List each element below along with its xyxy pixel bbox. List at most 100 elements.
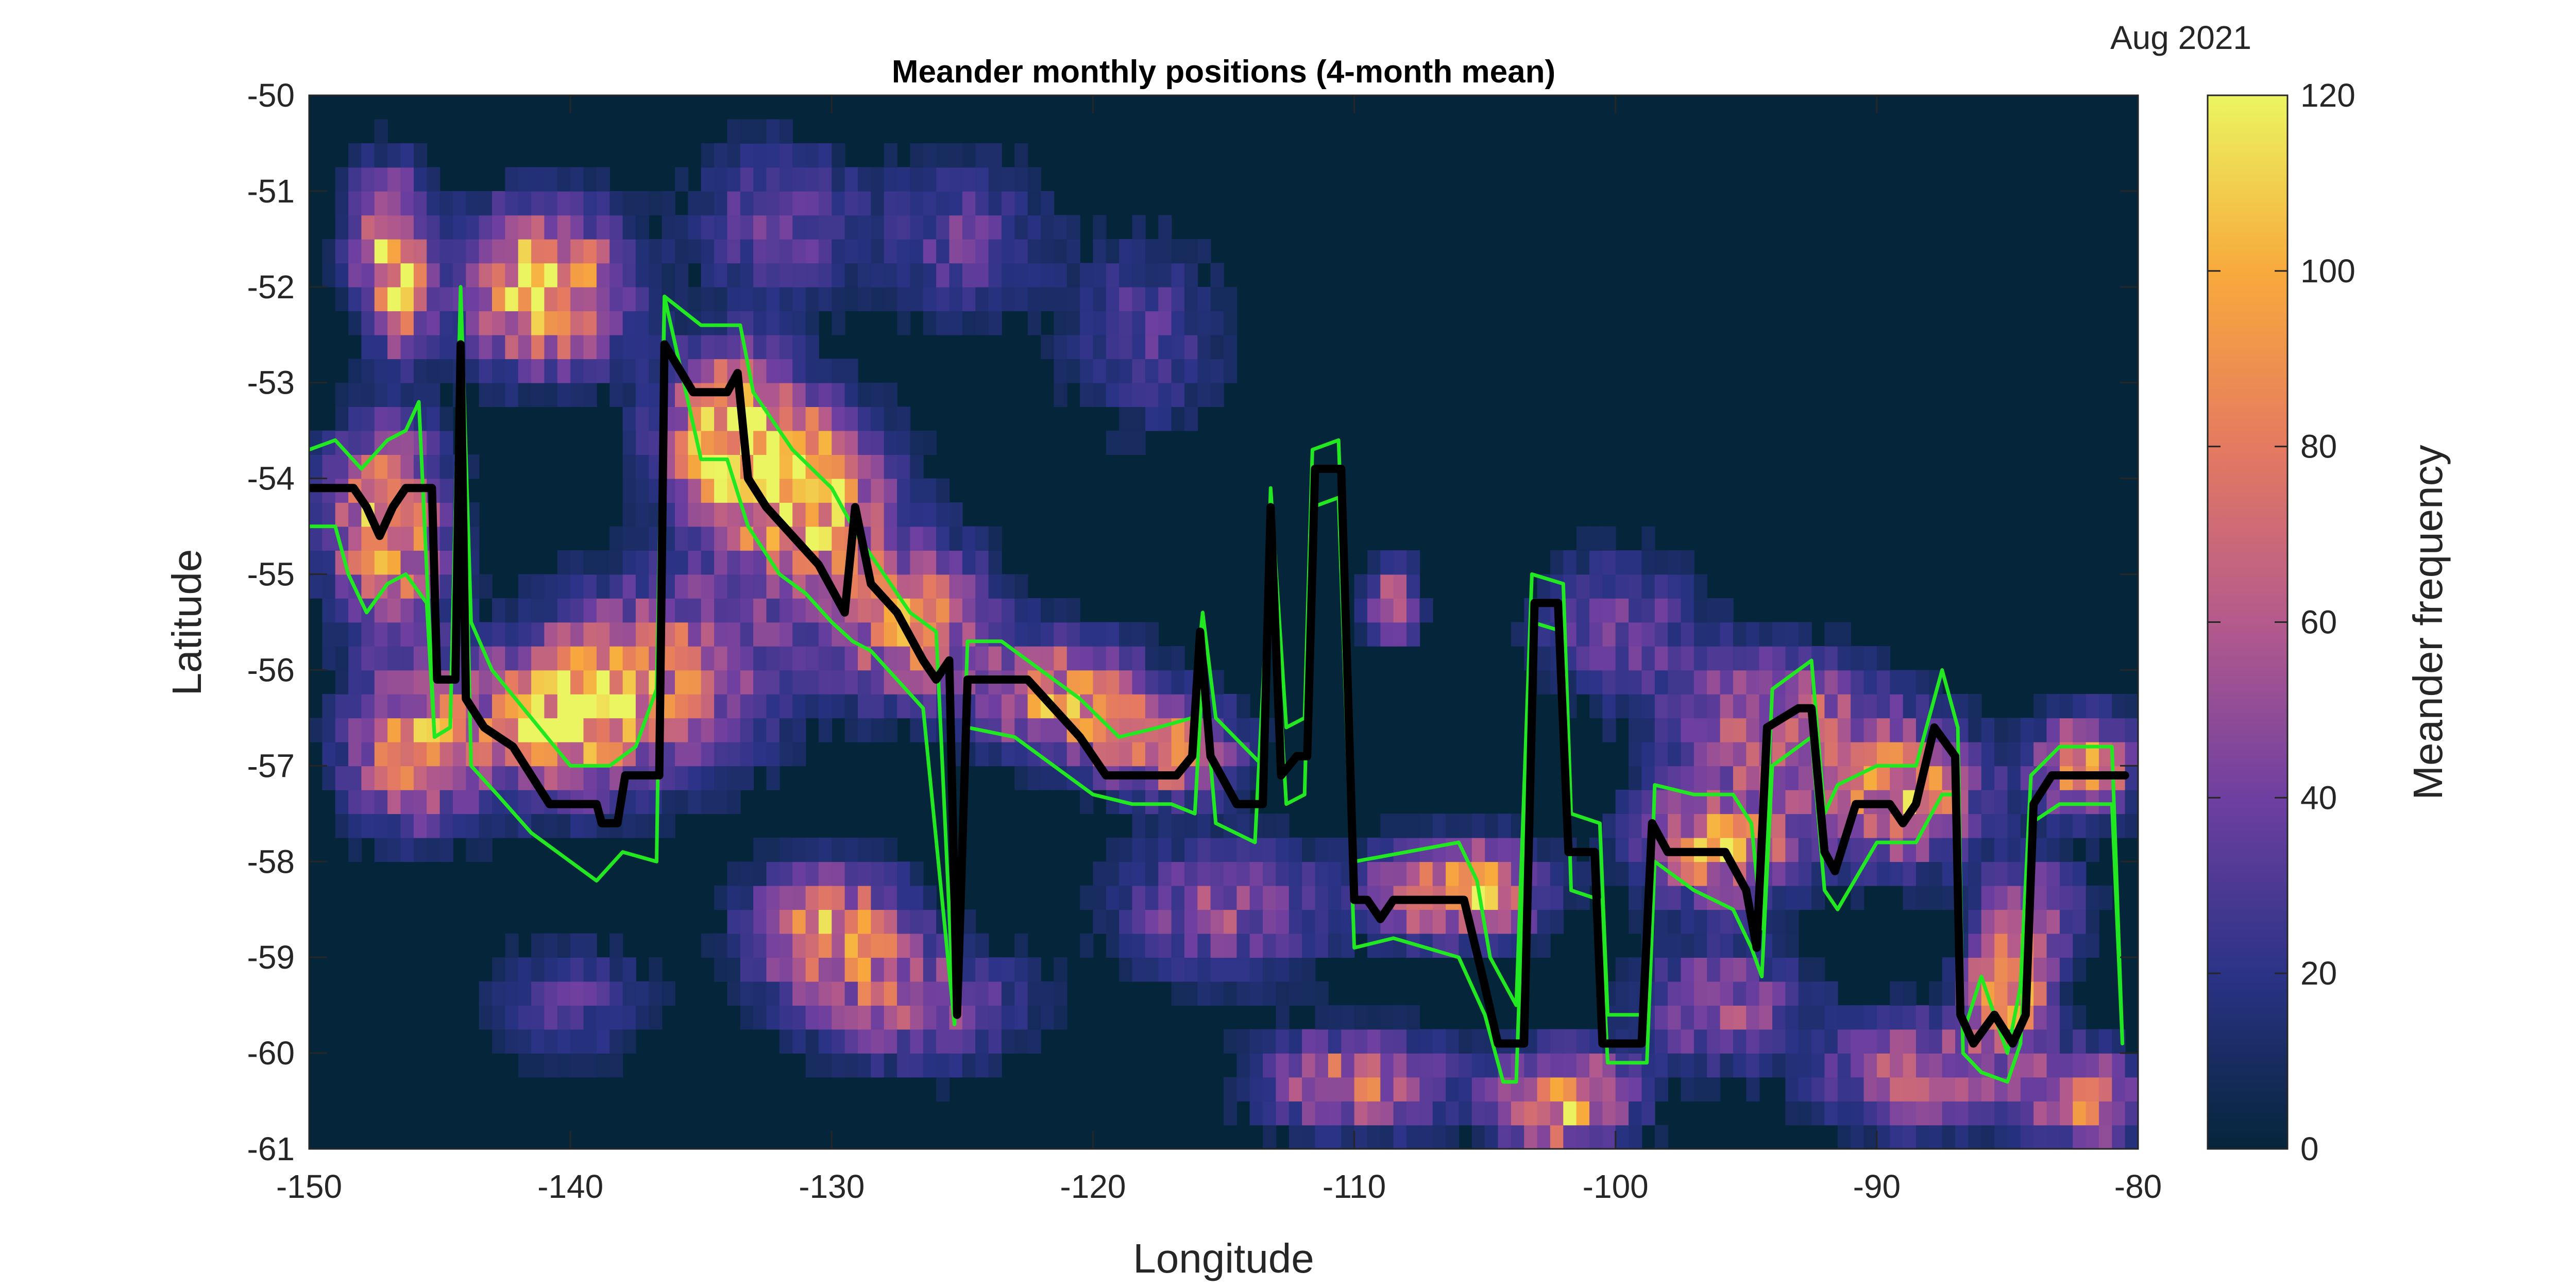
heatmap-cell — [2112, 718, 2126, 742]
heatmap-cell — [740, 550, 754, 575]
heatmap-cell — [1093, 622, 1107, 647]
heatmap-cell — [557, 766, 571, 790]
heatmap-cell — [570, 215, 584, 240]
heatmap-cell — [622, 981, 636, 1006]
heatmap-cell — [1942, 1125, 1956, 1149]
heatmap-cell — [1485, 814, 1499, 838]
heatmap-cell — [1955, 1101, 1969, 1126]
heatmap-cell — [818, 957, 833, 982]
heatmap-cell — [1994, 766, 2008, 790]
heatmap-cell — [1968, 693, 1982, 719]
heatmap-cell — [531, 622, 545, 647]
heatmap-cell — [1929, 1005, 1943, 1030]
heatmap-cell — [1014, 766, 1028, 790]
heatmap-cell — [818, 909, 833, 934]
heatmap-cell — [1876, 646, 1891, 671]
heatmap-cell — [910, 191, 924, 216]
heatmap-cell — [766, 478, 780, 503]
heatmap-cell — [792, 478, 806, 503]
heatmap-cell — [923, 502, 937, 527]
heatmap-cell — [1994, 933, 2008, 958]
heatmap-cell — [1733, 766, 1747, 790]
heatmap-cell — [1994, 1053, 2008, 1078]
y-tick-label: -56 — [247, 651, 295, 688]
heatmap-cell — [1550, 1029, 1564, 1054]
heatmap-cell — [1302, 981, 1316, 1006]
heatmap-cell — [335, 215, 349, 240]
heatmap-cell — [1746, 981, 1760, 1006]
heatmap-cell — [1276, 861, 1290, 886]
heatmap-cell — [2033, 885, 2047, 910]
heatmap-cell — [413, 693, 428, 719]
heatmap-cell — [427, 789, 440, 815]
heatmap-cell — [1693, 670, 1708, 694]
heatmap-cell — [832, 646, 845, 671]
heatmap-cell — [701, 766, 715, 790]
heatmap-cell — [1249, 1101, 1263, 1126]
heatmap-cell — [832, 933, 845, 958]
heatmap-cell — [1080, 359, 1094, 383]
heatmap-cell — [439, 239, 453, 264]
heatmap-cell — [1236, 693, 1250, 719]
heatmap-cell — [348, 215, 362, 240]
heatmap-cell — [1158, 837, 1172, 862]
heatmap-cell — [361, 263, 375, 287]
heatmap-cell — [1629, 1125, 1642, 1149]
heatmap-cell — [871, 1029, 885, 1054]
heatmap-cell — [962, 526, 976, 551]
heatmap-cell — [1119, 837, 1133, 862]
heatmap-cell — [1485, 885, 1499, 910]
heatmap-cell — [1720, 957, 1734, 982]
heatmap-cell — [1367, 1125, 1381, 1149]
heatmap-cell — [2098, 693, 2113, 719]
heatmap-cell — [936, 1053, 950, 1078]
heatmap-cell — [649, 286, 663, 312]
heatmap-cell — [949, 143, 963, 168]
heatmap-cell — [1981, 1101, 1995, 1126]
heatmap-cell — [1707, 693, 1721, 719]
heatmap-cell — [714, 526, 728, 551]
heatmap-cell — [1654, 957, 1668, 982]
heatmap-cell — [1380, 622, 1394, 647]
heatmap-cell — [1929, 1077, 1943, 1101]
heatmap-cell — [1406, 1053, 1420, 1078]
heatmap-cell — [805, 693, 819, 719]
heatmap-cell — [949, 239, 963, 264]
heatmap-cell — [740, 286, 754, 312]
heatmap-cell — [727, 909, 741, 934]
heatmap-cell — [1236, 957, 1250, 982]
heatmap-cell — [1106, 670, 1120, 694]
heatmap-cell — [1393, 1125, 1407, 1149]
heatmap-cell — [1903, 718, 1917, 742]
heatmap-cell — [1772, 766, 1786, 790]
heatmap-cell — [557, 646, 571, 671]
heatmap-cell — [1041, 622, 1055, 647]
heatmap-cell — [1093, 215, 1107, 240]
heatmap-cell — [335, 406, 349, 431]
heatmap-cell — [897, 933, 911, 958]
heatmap-cell — [1328, 1101, 1342, 1126]
heatmap-cell — [675, 718, 689, 742]
heatmap-cell — [779, 933, 793, 958]
heatmap-cell — [2073, 1125, 2087, 1149]
heatmap-cell — [1236, 909, 1250, 934]
heatmap-cell — [832, 861, 845, 886]
heatmap-cell — [583, 622, 597, 647]
heatmap-cell — [1080, 311, 1094, 335]
heatmap-cell — [1132, 430, 1146, 455]
heatmap-cell — [1994, 885, 2008, 910]
heatmap-cell — [688, 646, 702, 671]
heatmap-cell — [740, 1005, 754, 1030]
heatmap-cell — [832, 981, 845, 1006]
heatmap-cell — [766, 454, 780, 479]
heatmap-cell — [962, 1029, 976, 1054]
heatmap-cell — [1890, 1005, 1904, 1030]
heatmap-cell — [1916, 861, 1930, 886]
heatmap-cell — [649, 311, 663, 335]
heatmap-cell — [531, 334, 545, 360]
heatmap-cell — [923, 239, 937, 264]
heatmap-cell — [348, 837, 362, 862]
heatmap-cell — [2073, 789, 2087, 815]
heatmap-cell — [1393, 598, 1407, 623]
heatmap-cell — [609, 191, 623, 216]
